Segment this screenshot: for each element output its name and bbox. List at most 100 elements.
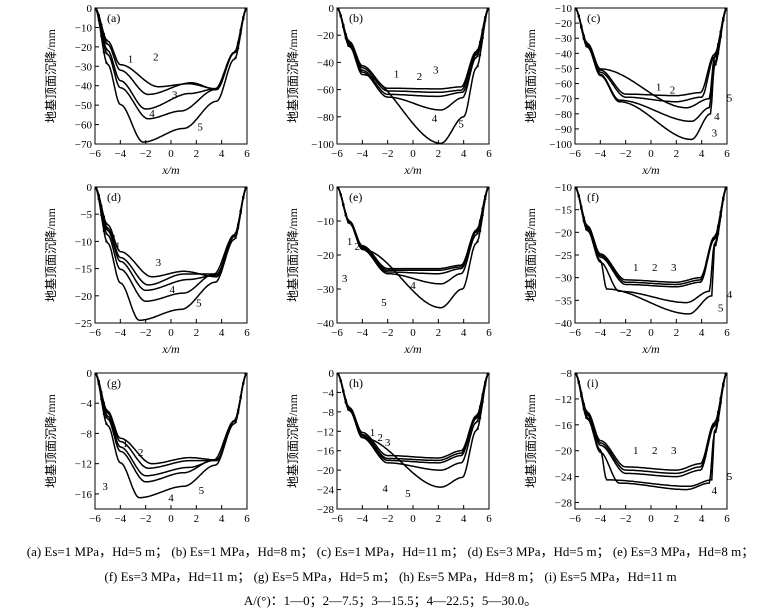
y-tick-label: −8 xyxy=(560,368,572,380)
series-point xyxy=(105,232,108,235)
series-label-1: 1 xyxy=(633,262,639,274)
series-label-5: 5 xyxy=(381,297,387,309)
series-line-3 xyxy=(336,372,490,464)
panel-label: (g) xyxy=(107,376,121,390)
series-point xyxy=(476,240,479,243)
series-point xyxy=(337,372,340,376)
series-line-4 xyxy=(94,186,248,302)
y-tick-label: −80 xyxy=(317,112,335,124)
y-axis-label: 地基顶面沉降/mm xyxy=(44,207,58,302)
panel-label: (d) xyxy=(107,190,121,204)
x-axis-label: x/m xyxy=(403,528,422,530)
series-point xyxy=(337,186,340,190)
panel-d: −6 −4 −2 0 2 4 60−5−10−15−20−25x/m地基顶面沉降/mm(d)… xyxy=(44,182,250,356)
series-point xyxy=(242,197,245,200)
series-point xyxy=(585,41,588,44)
series-point xyxy=(716,417,720,421)
series-label-3: 3 xyxy=(156,257,162,269)
y-tick-label: −24 xyxy=(555,472,573,484)
series-point xyxy=(724,373,727,376)
y-axis-label: 地基顶面沉降/mm xyxy=(524,393,538,488)
x-tick-label: 2 xyxy=(194,513,200,525)
panel-h: −6−4−202460−4−8−12−16−20−24−28x/m地基顶面沉降/… xyxy=(286,368,492,530)
series-point xyxy=(575,7,578,11)
series-point xyxy=(344,401,348,404)
series-point xyxy=(100,397,103,401)
series-line-4 xyxy=(94,372,248,483)
series-label-3: 3 xyxy=(712,127,718,139)
x-tick-label: −6 xyxy=(89,513,101,525)
panel-f: −6 −4 −2 0 2 4 6−10−15−20−25−30−35−40x/m地基顶面沉降… xyxy=(524,182,733,356)
x-tick-label: 0 xyxy=(648,148,654,160)
y-tick-label: −20 xyxy=(555,227,573,239)
series-label-3: 3 xyxy=(671,262,677,274)
series-line-4 xyxy=(574,372,728,491)
y-tick-label: −20 xyxy=(555,18,573,30)
series-line-3 xyxy=(574,372,728,478)
series-point xyxy=(486,8,489,11)
y-tick-label: −40 xyxy=(555,48,573,60)
x-axis-label: x/m xyxy=(161,163,180,177)
series-line-5 xyxy=(574,186,728,315)
series-point xyxy=(239,32,242,35)
series-line-5 xyxy=(574,7,728,109)
series-label-4: 4 xyxy=(382,483,388,495)
y-tick-label: −12 xyxy=(555,394,572,406)
series-line-5 xyxy=(94,372,248,499)
series-label-1: 1 xyxy=(347,236,353,248)
series-point xyxy=(722,17,725,20)
series-line-3 xyxy=(336,7,490,98)
series-label-4: 4 xyxy=(168,492,174,504)
series-point xyxy=(577,14,580,17)
y-tick-label: −10 xyxy=(75,22,93,34)
series-label-4: 4 xyxy=(727,289,733,301)
x-tick-label: −6 xyxy=(331,327,343,339)
x-axis-label: x/m xyxy=(161,528,180,530)
series-point xyxy=(585,44,588,47)
x-tick-label: 0 xyxy=(410,148,416,160)
series-point xyxy=(719,31,722,35)
y-tick-label: −20 xyxy=(317,465,335,477)
panel-label: (i) xyxy=(587,376,598,390)
panel-label: (c) xyxy=(587,11,600,25)
series-point xyxy=(724,187,727,190)
x-tick-label: 4 xyxy=(699,513,705,525)
series-point xyxy=(234,421,237,424)
series-point xyxy=(344,37,348,40)
y-tick-label: −90 xyxy=(555,124,573,136)
series-label-5: 5 xyxy=(727,471,733,483)
series-label-5: 5 xyxy=(718,303,724,315)
x-tick-label: −2 xyxy=(620,513,632,525)
series-point xyxy=(239,397,242,400)
series-line-1 xyxy=(336,372,490,459)
series-line-2 xyxy=(336,7,490,94)
series-label-2: 2 xyxy=(355,241,361,253)
series-point xyxy=(716,232,720,236)
y-tick-label: −60 xyxy=(317,85,335,97)
x-tick-label: 2 xyxy=(674,148,680,160)
series-point xyxy=(339,15,342,18)
series-label-4: 4 xyxy=(714,111,720,123)
series-point xyxy=(484,197,487,201)
x-tick-label: 0 xyxy=(168,327,174,339)
y-tick-label: −100 xyxy=(549,139,572,151)
y-tick-label: −15 xyxy=(555,205,573,217)
x-tick-label: −2 xyxy=(382,513,394,525)
y-tick-label: −12 xyxy=(317,426,334,438)
y-tick-label: −30 xyxy=(75,61,93,73)
series-line-1 xyxy=(336,7,490,90)
series-line-4 xyxy=(336,7,490,111)
series-point xyxy=(95,187,98,190)
y-tick-label: −24 xyxy=(317,485,335,497)
y-tick-label: −15 xyxy=(75,264,93,276)
y-axis-label: 地基顶面沉降/mm xyxy=(524,207,538,302)
y-tick-label: −20 xyxy=(317,30,335,42)
y-tick-label: −25 xyxy=(75,318,93,330)
series-point xyxy=(236,226,240,230)
series-line-3 xyxy=(94,186,248,292)
y-tick-label: 0 xyxy=(329,3,335,15)
x-axis-label: x/m xyxy=(641,163,660,177)
x-tick-label: 2 xyxy=(674,327,680,339)
y-tick-label: −40 xyxy=(555,318,573,330)
series-point xyxy=(236,47,240,50)
